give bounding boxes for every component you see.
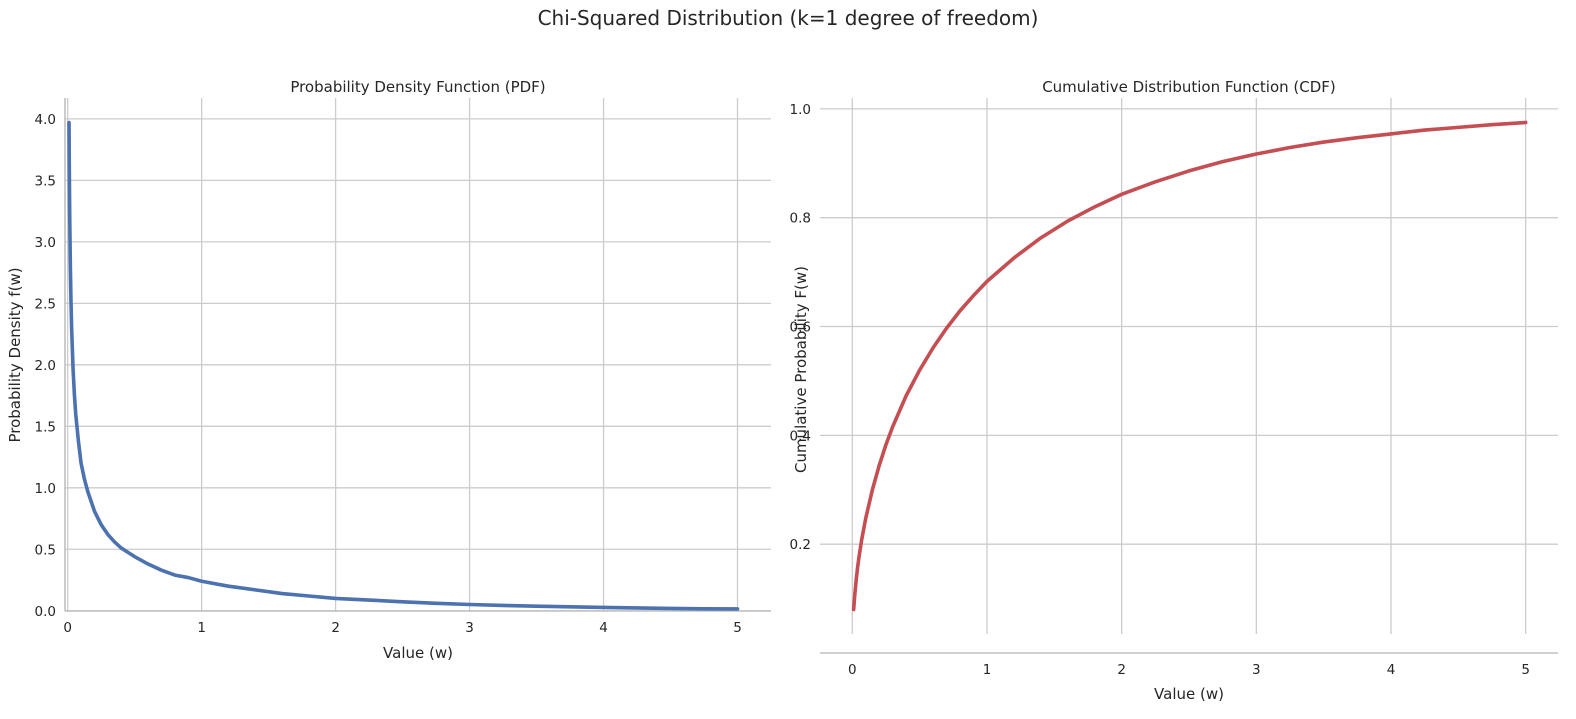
pdf-x-tick-label: 1 bbox=[197, 620, 206, 636]
cdf-y-tick-label: 0.2 bbox=[790, 537, 811, 553]
cdf-title: Cumulative Distribution Function (CDF) bbox=[1042, 78, 1336, 96]
pdf-series-line bbox=[67, 120, 740, 611]
cdf-grid bbox=[820, 98, 1558, 634]
cdf-y-tick-label: 0.6 bbox=[790, 320, 811, 336]
cdf-x-tick-label: 1 bbox=[983, 662, 992, 678]
cdf-x-axis-label: Value (w) bbox=[1154, 685, 1224, 703]
cdf-x-tick-label: 3 bbox=[1252, 662, 1261, 678]
figure-title: Chi-Squared Distribution (k=1 degree of … bbox=[537, 6, 1039, 30]
pdf-y-tick-label: 4.0 bbox=[35, 112, 56, 128]
pdf-x-tick-label: 2 bbox=[331, 620, 340, 636]
pdf-title: Probability Density Function (PDF) bbox=[290, 78, 545, 96]
cdf-tick-labels: 0 1 2 3 4 5 0.2 0.4 0.6 0.8 1.0 bbox=[790, 102, 1530, 678]
cdf-y-tick-label: 0.4 bbox=[790, 428, 811, 444]
pdf-y-tick-label: 2.5 bbox=[35, 296, 56, 312]
pdf-y-tick-label: 1.0 bbox=[35, 481, 56, 497]
pdf-series bbox=[67, 120, 740, 611]
pdf-y-tick-label: 0.5 bbox=[35, 542, 56, 558]
pdf-grid bbox=[65, 98, 771, 612]
pdf-y-tick-label: 2.0 bbox=[35, 358, 56, 374]
pdf-x-tick-label: 0 bbox=[63, 620, 72, 636]
pdf-y-axis-label: Probability Density f(w) bbox=[6, 267, 24, 442]
cdf-x-tick-label: 2 bbox=[1117, 662, 1126, 678]
pdf-x-tick-label: 5 bbox=[733, 620, 742, 636]
pdf-y-tick-label: 3.0 bbox=[35, 235, 56, 251]
pdf-axes bbox=[64, 98, 771, 612]
pdf-y-tick-label: 1.5 bbox=[35, 419, 56, 435]
pdf-y-tick-label: 3.5 bbox=[35, 173, 56, 189]
cdf-y-tick-label: 0.8 bbox=[790, 211, 811, 227]
cdf-panel: 0 1 2 3 4 5 0.2 0.4 0.6 0.8 1.0 Cumulative Distrib… bbox=[790, 78, 1558, 703]
pdf-x-tick-label: 4 bbox=[599, 620, 608, 636]
cdf-y-axis-label: Cumulative Probability F(w) bbox=[792, 266, 810, 473]
cdf-x-tick-label: 4 bbox=[1387, 662, 1396, 678]
cdf-x-tick-label: 0 bbox=[848, 662, 857, 678]
cdf-series-line bbox=[851, 120, 1528, 612]
cdf-x-tick-label: 5 bbox=[1521, 662, 1530, 678]
pdf-panel: 0 1 2 3 4 5 0.0 0.5 1.0 1.5 2.0 2.5 3.0 3.5 4.0 Probab… bbox=[6, 78, 771, 662]
pdf-tick-labels: 0 1 2 3 4 5 0.0 0.5 1.0 1.5 2.0 2.5 3.0 3.5 4.0 bbox=[35, 112, 742, 636]
cdf-y-tick-label: 1.0 bbox=[790, 102, 811, 118]
pdf-x-tick-label: 3 bbox=[465, 620, 474, 636]
pdf-x-axis-label: Value (w) bbox=[383, 644, 453, 662]
pdf-y-tick-label: 0.0 bbox=[35, 604, 56, 620]
cdf-series bbox=[851, 120, 1528, 612]
